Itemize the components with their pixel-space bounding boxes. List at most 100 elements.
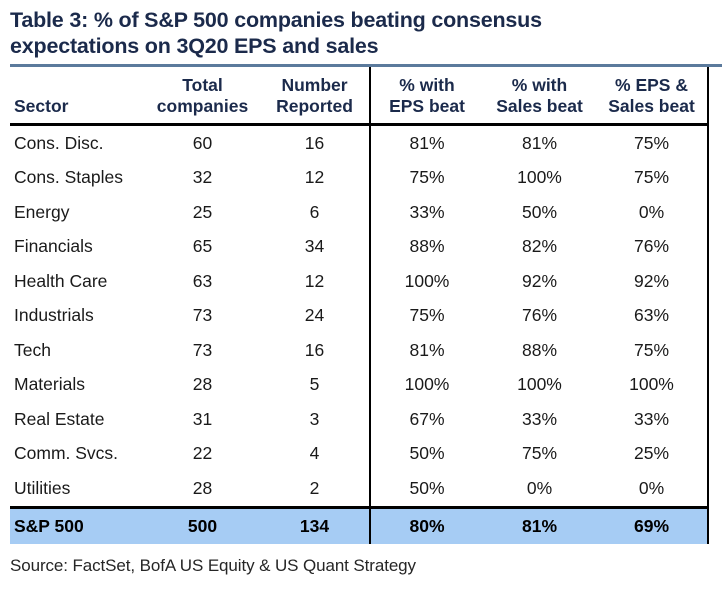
cell-eps-and-sales-beat: 63%	[596, 298, 709, 333]
cell-total-companies: 31	[192, 408, 213, 429]
cell-sector: Energy	[14, 201, 70, 222]
cell-eps-and-sales-beat: 75%	[596, 160, 709, 195]
table-row: Comm. Svcs. 22 4 50% 75% 25%	[10, 436, 709, 471]
cell-sales-beat: 100%	[517, 167, 562, 188]
cell-sector: Comm. Svcs.	[14, 443, 119, 464]
cell-sales-beat: 76%	[521, 305, 558, 326]
cell-number-reported: 12	[304, 270, 325, 291]
sector-beats-table: Sector Total companies Number Reported% with…	[10, 67, 709, 544]
cell-sales-beat: 33%	[521, 408, 558, 429]
cell-total-companies: 32	[192, 167, 213, 188]
table-header-row: Sector Total companies Number Reported% with…	[10, 67, 709, 126]
cell-total-companies: 22	[192, 443, 213, 464]
cell-sales-beat: 82%	[521, 236, 558, 257]
col-header-eps-and-sales-beat: % EPS & Sales beat	[596, 67, 709, 126]
cell-eps-beat: 75%	[369, 160, 483, 195]
table-row: Industrials 73 24 75% 76% 63%	[10, 298, 709, 333]
total-cell-sector: S&P 500	[10, 505, 145, 544]
cell-number-reported: 6	[309, 201, 320, 222]
col-header-sector-line2: Sector	[14, 96, 69, 116]
cell-number-reported: 34	[304, 236, 325, 257]
cell-eps-beat: 67%	[369, 402, 483, 437]
cell-sales-beat: 0%	[526, 477, 553, 498]
cell-number-reported: 3	[309, 408, 320, 429]
table-row: Materials 28 5 100% 100% 100%	[10, 367, 709, 402]
cell-eps-beat: 81%	[369, 124, 483, 161]
cell-eps-beat: 33%	[369, 195, 483, 230]
cell-sales-beat: 92%	[521, 270, 558, 291]
cell-number-reported: 5	[309, 374, 320, 395]
col-header-sales-beat: % with Sales beat	[483, 67, 596, 126]
cell-eps-beat: 81%	[369, 333, 483, 368]
cell-sector: Real Estate	[14, 408, 105, 429]
col-header-total-companies-line1: Total	[182, 75, 223, 95]
table-body: Cons. Disc. 60 16 81% 81% 75% Cons. Staples 32 1…	[10, 124, 709, 507]
cell-eps-beat: 88%	[369, 229, 483, 264]
cell-sector: Materials	[14, 374, 85, 395]
cell-eps-beat: 75%	[369, 298, 483, 333]
cell-number-reported: 2	[309, 477, 320, 498]
col-header-eps-beat-line2: EPS beat	[389, 96, 465, 116]
cell-eps-beat: 100%	[369, 367, 483, 402]
total-cell-sales-beat: 81%	[483, 505, 596, 544]
table-title-line1: Table 3: % of S&P 500 companies beating …	[10, 8, 542, 32]
table-row: Real Estate 31 3 67% 33% 33%	[10, 402, 709, 437]
cell-eps-and-sales-beat: 75%	[596, 333, 709, 368]
cell-eps-and-sales-beat: 100%	[596, 367, 709, 402]
cell-sector: Cons. Disc.	[14, 132, 104, 153]
cell-eps-and-sales-beat: 0%	[596, 471, 709, 507]
cell-sector: Health Care	[14, 270, 108, 291]
cell-sales-beat: 75%	[521, 443, 558, 464]
cell-sales-beat: 50%	[521, 201, 558, 222]
total-cell-total-companies: 500	[145, 505, 260, 544]
col-header-number-reported: Number Reported	[260, 67, 370, 126]
cell-eps-and-sales-beat: 0%	[596, 195, 709, 230]
col-header-sales-beat-line1: % with	[511, 75, 568, 95]
cell-eps-and-sales-beat: 76%	[596, 229, 709, 264]
table-footer: S&P 500 500 134 80% 81% 69%	[10, 505, 709, 544]
table-row: Utilities 28 2 50% 0% 0%	[10, 471, 709, 507]
cell-total-companies: 25	[192, 201, 213, 222]
cell-total-companies: 60	[192, 132, 213, 153]
cell-number-reported: 4	[309, 443, 320, 464]
table-row: Energy 25 6 33% 50% 0%	[10, 195, 709, 230]
table-row: Tech 73 16 81% 88% 75%	[10, 333, 709, 368]
cell-number-reported: 16	[304, 339, 325, 360]
cell-eps-and-sales-beat: 25%	[596, 436, 709, 471]
total-cell-eps-beat: 80%	[369, 505, 483, 544]
col-header-total-companies: Total companies	[145, 67, 260, 126]
cell-sales-beat: 81%	[521, 132, 558, 153]
table-title: Table 3: % of S&P 500 companies beating …	[0, 0, 726, 59]
cell-sales-beat: 100%	[517, 374, 562, 395]
col-header-sales-beat-line2: Sales beat	[496, 96, 583, 116]
title-divider-rule	[10, 64, 722, 67]
table-row: Cons. Disc. 60 16 81% 81% 75%	[10, 124, 709, 161]
total-row: S&P 500 500 134 80% 81% 69%	[10, 505, 709, 544]
cell-total-companies: 73	[192, 339, 213, 360]
table-row: Financials 65 34 88% 82% 76%	[10, 229, 709, 264]
col-header-eps-beat: % with EPS beat	[369, 67, 483, 126]
col-header-total-companies-line2: companies	[156, 96, 249, 116]
source-note: Source: FactSet, BofA US Equity & US Qua…	[10, 555, 416, 575]
col-header-eps-beat-line1: % with	[399, 75, 455, 95]
cell-sector: Cons. Staples	[14, 167, 123, 188]
cell-total-companies: 73	[192, 305, 213, 326]
total-cell-number-reported: 134	[260, 505, 370, 544]
cell-eps-and-sales-beat: 33%	[596, 402, 709, 437]
table-row: Cons. Staples 32 12 75% 100% 75%	[10, 160, 709, 195]
cell-eps-beat: 50%	[369, 436, 483, 471]
cell-number-reported: 16	[304, 132, 325, 153]
col-header-eps-and-sales-beat-line2: Sales beat	[608, 96, 695, 116]
cell-sector: Tech	[14, 339, 51, 360]
cell-sector: Utilities	[14, 477, 71, 498]
cell-eps-and-sales-beat: 92%	[596, 264, 709, 299]
cell-number-reported: 24	[304, 305, 325, 326]
cell-number-reported: 12	[304, 167, 325, 188]
cell-total-companies: 28	[192, 477, 213, 498]
table-title-line2: expectations on 3Q20 EPS and sales	[10, 34, 379, 58]
cell-sales-beat: 88%	[521, 339, 558, 360]
cell-sector: Financials	[14, 236, 93, 257]
cell-total-companies: 28	[192, 374, 213, 395]
total-cell-eps-and-sales-beat: 69%	[596, 505, 709, 544]
